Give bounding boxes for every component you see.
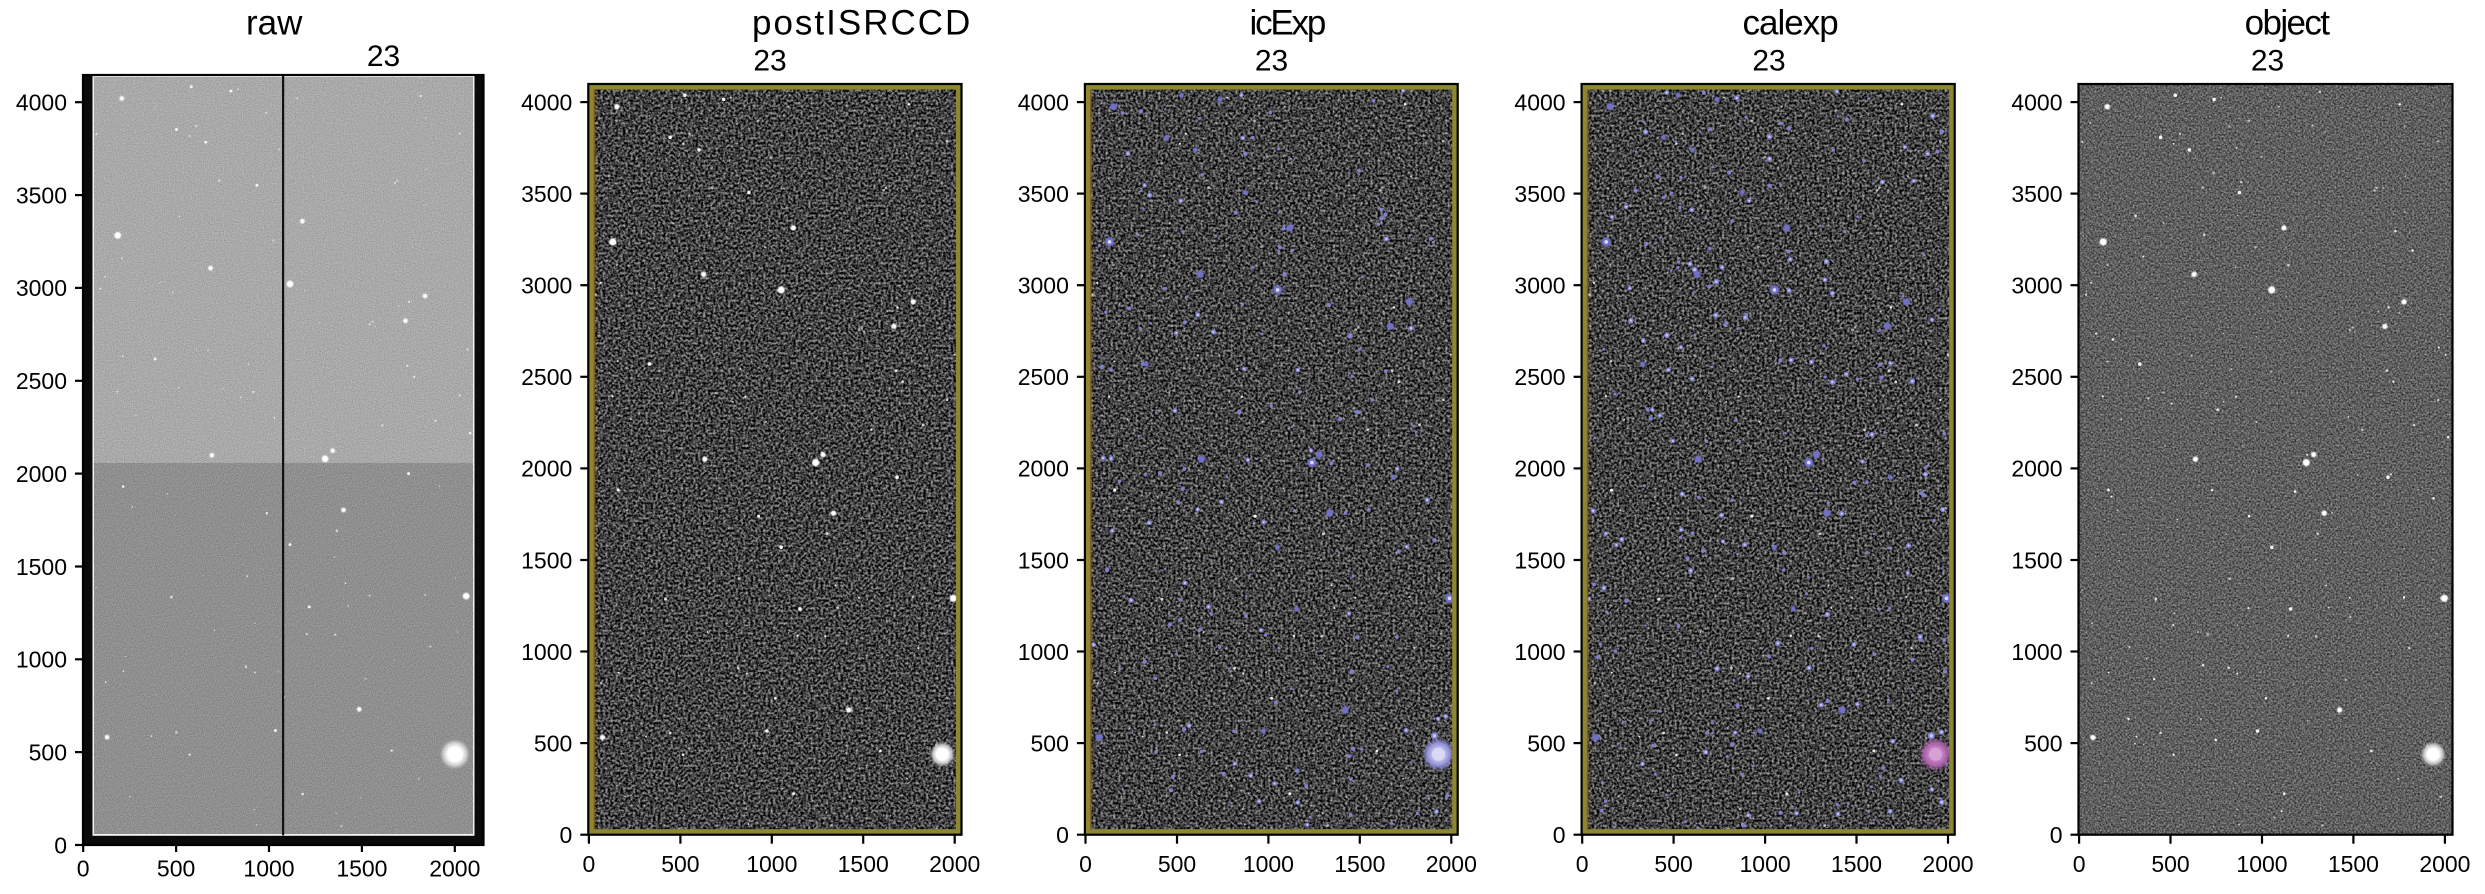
svg-text:4000: 4000 [1018,89,1069,115]
svg-text:calexp: calexp [1743,3,1838,42]
svg-text:3500: 3500 [16,182,67,208]
svg-text:1500: 1500 [1831,851,1882,877]
svg-text:3500: 3500 [1018,181,1069,207]
svg-text:1000: 1000 [1018,639,1069,665]
svg-text:icExp: icExp [1250,3,1325,42]
svg-text:23: 23 [367,40,400,73]
svg-text:3500: 3500 [521,181,572,207]
svg-text:3000: 3000 [1018,273,1069,299]
svg-text:2000: 2000 [1018,456,1069,482]
svg-text:3000: 3000 [2011,273,2062,299]
svg-text:1500: 1500 [1018,547,1069,573]
svg-text:0: 0 [560,822,573,848]
svg-text:500: 500 [2024,730,2062,756]
svg-text:4000: 4000 [2011,89,2062,115]
svg-text:500: 500 [1158,851,1196,877]
svg-text:0: 0 [1056,822,1069,848]
svg-text:0: 0 [54,832,67,858]
svg-text:500: 500 [661,851,699,877]
svg-text:500: 500 [1031,730,1069,756]
svg-text:2000: 2000 [521,456,572,482]
svg-text:2000: 2000 [429,856,480,882]
svg-text:1500: 1500 [838,851,889,877]
svg-text:2500: 2500 [16,368,67,394]
svg-text:2000: 2000 [2011,456,2062,482]
svg-text:1500: 1500 [336,856,387,882]
svg-text:1000: 1000 [1514,639,1565,665]
svg-text:1000: 1000 [2011,639,2062,665]
svg-text:1000: 1000 [521,639,572,665]
svg-text:raw: raw [246,3,303,42]
svg-text:1000: 1000 [243,856,294,882]
svg-text:1000: 1000 [2236,851,2287,877]
svg-text:0: 0 [2050,822,2063,848]
svg-text:3500: 3500 [1514,181,1565,207]
svg-text:3500: 3500 [2011,181,2062,207]
svg-text:2000: 2000 [16,461,67,487]
svg-text:2000: 2000 [1426,851,1477,877]
svg-text:0: 0 [583,851,596,877]
svg-text:2500: 2500 [1018,364,1069,390]
svg-text:0: 0 [77,856,90,882]
svg-text:23: 23 [1752,45,1785,78]
svg-text:1500: 1500 [521,547,572,573]
svg-text:1500: 1500 [1514,547,1565,573]
svg-text:0: 0 [2073,851,2086,877]
svg-text:3000: 3000 [521,273,572,299]
svg-text:1500: 1500 [2011,547,2062,573]
svg-text:500: 500 [29,739,67,765]
svg-text:0: 0 [1079,851,1092,877]
svg-text:2000: 2000 [1922,851,1973,877]
svg-text:0: 0 [1553,822,1566,848]
svg-text:1000: 1000 [746,851,797,877]
svg-text:1000: 1000 [1243,851,1294,877]
svg-text:4000: 4000 [1514,89,1565,115]
svg-text:500: 500 [157,856,195,882]
svg-text:1000: 1000 [1740,851,1791,877]
svg-text:1500: 1500 [2328,851,2379,877]
svg-text:2500: 2500 [521,364,572,390]
svg-text:postISRCCD: postISRCCD [752,3,972,42]
svg-text:500: 500 [2151,851,2189,877]
svg-text:3000: 3000 [16,275,67,301]
svg-text:3000: 3000 [1514,273,1565,299]
svg-text:2500: 2500 [1514,364,1565,390]
svg-text:500: 500 [1527,730,1565,756]
svg-text:2000: 2000 [2419,851,2470,877]
svg-text:500: 500 [1654,851,1692,877]
svg-text:4000: 4000 [521,89,572,115]
svg-text:object: object [2245,3,2331,42]
svg-text:23: 23 [2251,45,2284,78]
svg-text:1500: 1500 [1334,851,1385,877]
svg-text:2500: 2500 [2011,364,2062,390]
svg-text:23: 23 [753,45,786,78]
svg-text:4000: 4000 [16,90,67,116]
svg-text:1000: 1000 [16,647,67,673]
svg-text:1500: 1500 [16,554,67,580]
svg-text:23: 23 [1255,45,1288,78]
svg-text:2000: 2000 [929,851,980,877]
svg-text:2000: 2000 [1514,456,1565,482]
svg-text:500: 500 [534,730,572,756]
svg-text:0: 0 [1576,851,1589,877]
